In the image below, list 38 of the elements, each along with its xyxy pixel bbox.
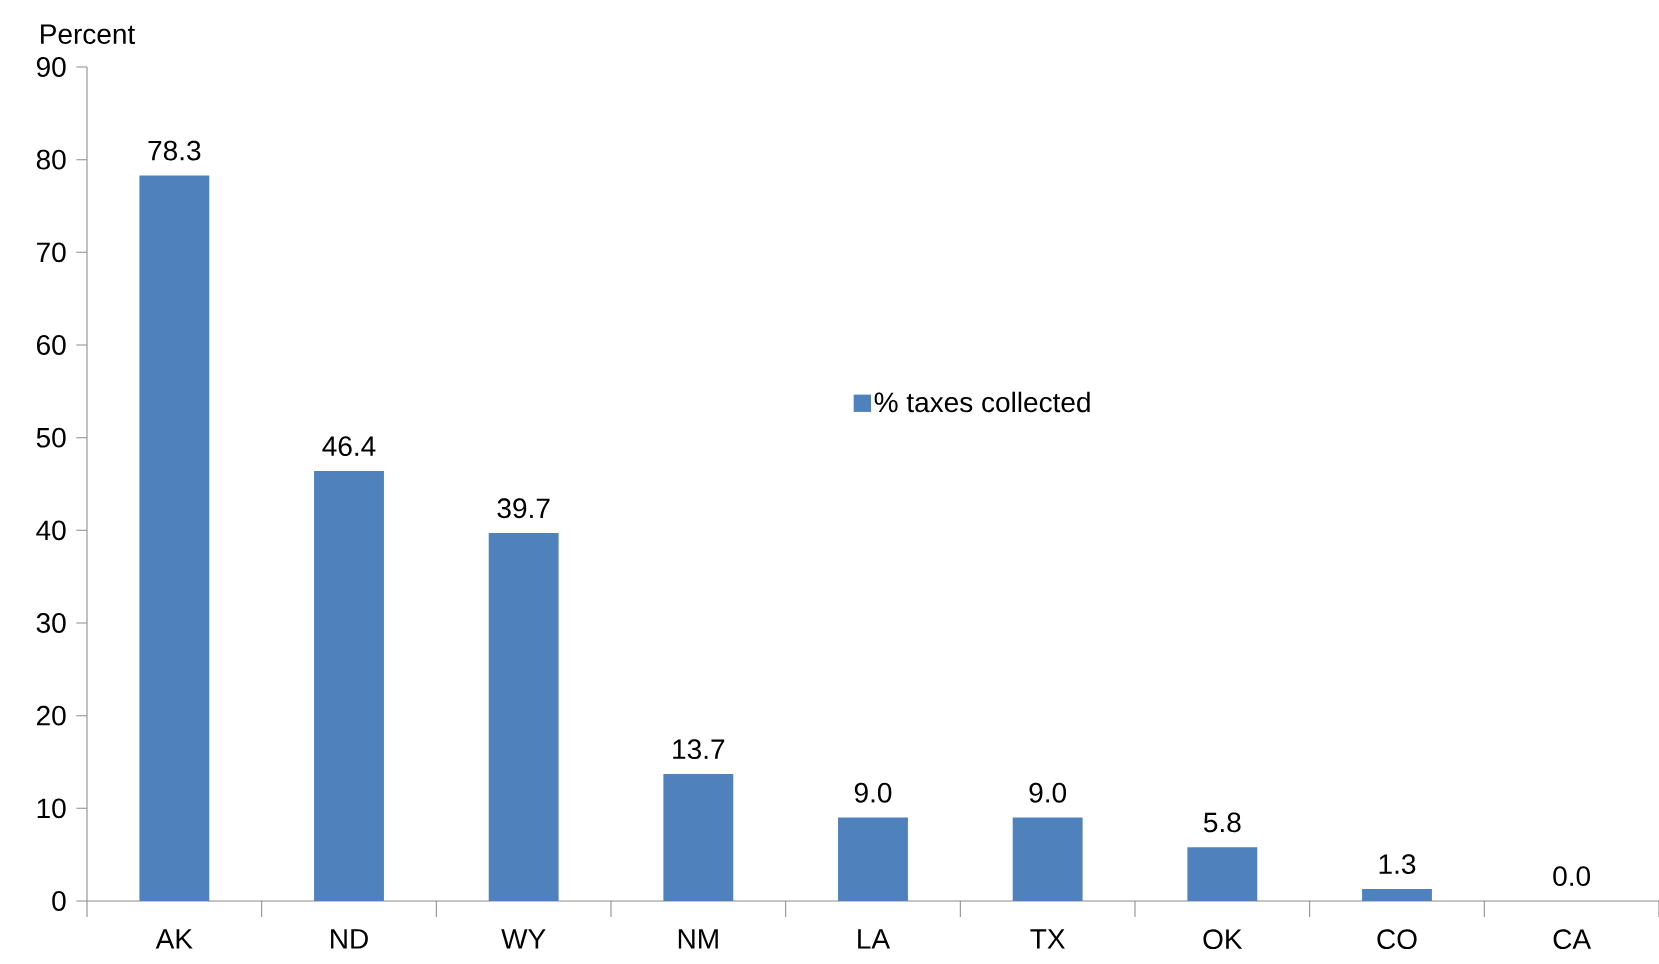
bar	[488, 533, 559, 901]
bar	[838, 817, 908, 901]
bar	[1187, 847, 1258, 901]
y-tick-label: 50	[36, 427, 66, 448]
bar	[314, 471, 384, 901]
y-tick-label: 40	[36, 520, 66, 541]
bar	[1012, 817, 1083, 901]
y-tick-label: 60	[37, 335, 66, 355]
y-tick-label: 30	[36, 613, 66, 633]
x-tick-label: ND	[331, 929, 368, 949]
y-tick-label: 80	[36, 149, 66, 170]
x-tick-label: NM	[678, 929, 718, 949]
bar	[1362, 888, 1432, 901]
x-tick-label: AK	[155, 929, 193, 949]
data-label: 1.3	[1379, 854, 1416, 875]
data-label: 9.0	[1029, 782, 1067, 803]
data-label: 13.7	[673, 739, 725, 760]
x-tick-label: CA	[1553, 929, 1592, 950]
y-axis-title: Percent	[41, 24, 136, 45]
y-tick-label: 20	[36, 705, 66, 726]
data-label: 5.8	[1203, 812, 1241, 833]
data-label: 9.0	[854, 782, 892, 803]
x-tick-label: LA	[858, 929, 891, 949]
data-label: 78.3	[148, 140, 201, 161]
x-tick-label: CO	[1377, 929, 1417, 950]
bar	[663, 774, 734, 901]
y-tick-label: 90	[36, 57, 66, 77]
y-tick-label: 0	[52, 891, 66, 911]
data-label: 39.7	[497, 498, 550, 519]
data-label: 0.0	[1553, 866, 1591, 887]
x-tick-label: OK	[1203, 929, 1243, 950]
data-label: 46.4	[322, 436, 376, 457]
x-tick-label: WY	[501, 929, 546, 949]
y-tick-label: 10	[37, 798, 66, 819]
x-tick-label: TX	[1030, 929, 1065, 949]
bar	[139, 175, 210, 901]
y-tick-label: 70	[37, 242, 66, 263]
legend-label: % taxes collected	[874, 391, 1090, 413]
